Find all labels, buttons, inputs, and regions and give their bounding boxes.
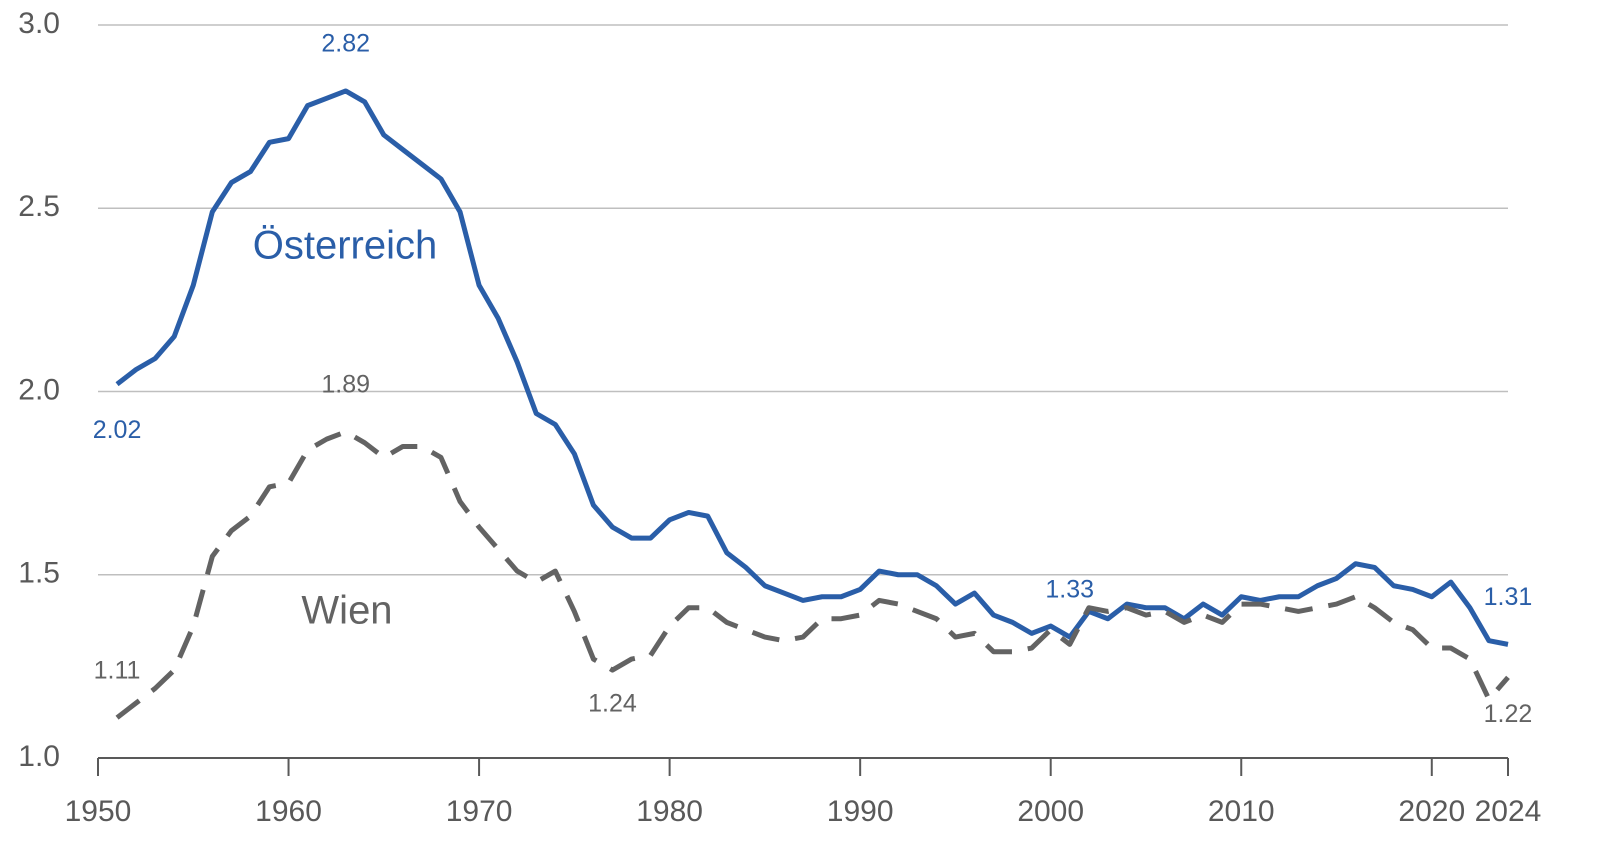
y-tick-label: 2.0 <box>18 373 60 406</box>
x-tick-label: 2010 <box>1208 795 1275 828</box>
series-line <box>115 429 1510 720</box>
series-label: Österreich <box>253 224 438 268</box>
y-tick-label: 1.0 <box>18 740 60 773</box>
data-label: 1.11 <box>94 656 141 684</box>
data-label: 1.33 <box>1045 576 1094 604</box>
x-tick-label: 2020 <box>1398 795 1465 828</box>
y-tick-label: 1.5 <box>18 557 60 590</box>
data-label: 1.22 <box>1484 700 1533 728</box>
series-label: Wien <box>301 589 392 633</box>
x-tick-label: 1950 <box>65 795 132 828</box>
y-tick-label: 2.5 <box>18 190 60 223</box>
data-label: 1.89 <box>321 370 370 398</box>
x-tick-label: 1990 <box>827 795 894 828</box>
data-label: 2.82 <box>321 30 370 58</box>
x-tick-label: 1970 <box>446 795 513 828</box>
x-tick-label: 2024 <box>1475 795 1542 828</box>
data-label: 2.02 <box>93 416 142 444</box>
x-tick-label: 1980 <box>636 795 703 828</box>
y-tick-label: 3.0 <box>18 7 60 40</box>
series-line <box>115 88 1509 647</box>
data-label: 1.31 <box>1484 583 1533 611</box>
x-tick-label: 2000 <box>1017 795 1084 828</box>
data-label: 1.24 <box>588 690 637 718</box>
x-tick-label: 1960 <box>255 795 322 828</box>
